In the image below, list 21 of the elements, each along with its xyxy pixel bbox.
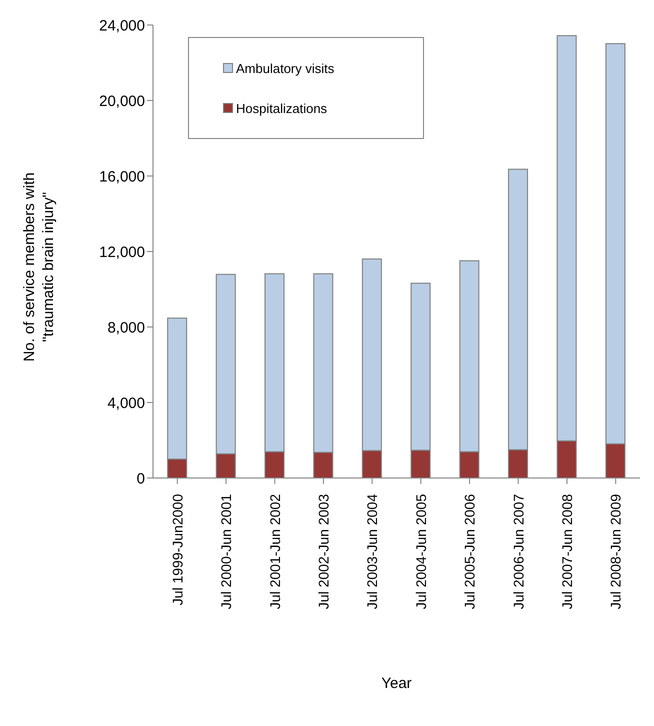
legend-label: Hospitalizations [236,100,328,116]
y-tick-label: 12,000 [99,244,145,261]
x-tick-label: Jul 2007-Jun 2008 [558,494,575,610]
x-tick-label: Jul 2008-Jun 2009 [608,494,624,610]
legend-label: Ambulatory visits [236,60,334,76]
y-tick-label: 0 [136,470,145,488]
y-axis-title: No. of service members with "traumatic brain injury" [21,172,57,362]
x-tick-label: Jul 2005-Jun 2006 [462,494,478,610]
x-tick-label: Jul 1999-Jun2000 [169,494,186,606]
x-axis-title: Year [381,675,412,692]
x-tick-label: Jul 2002-Jun 2003 [315,494,332,610]
x-tick-label: Jul 2003-Jun 2004 [364,494,380,610]
x-tick-label: Jul 2001-Jun 2002 [266,494,283,610]
y-tick-label: 8,000 [107,319,145,336]
y-tick-label: 24,000 [99,17,145,34]
y-tick-label: 20,000 [99,92,145,110]
x-tick-label: Jul 2004-Jun 2005 [412,494,429,610]
x-tick-label: Jul 2006-Jun 2007 [510,494,526,610]
x-tick-label: Jul 2000-Jun 2001 [218,494,234,610]
y-tick-label: 16,000 [99,168,145,186]
y-tick-label: 4,000 [107,394,145,412]
